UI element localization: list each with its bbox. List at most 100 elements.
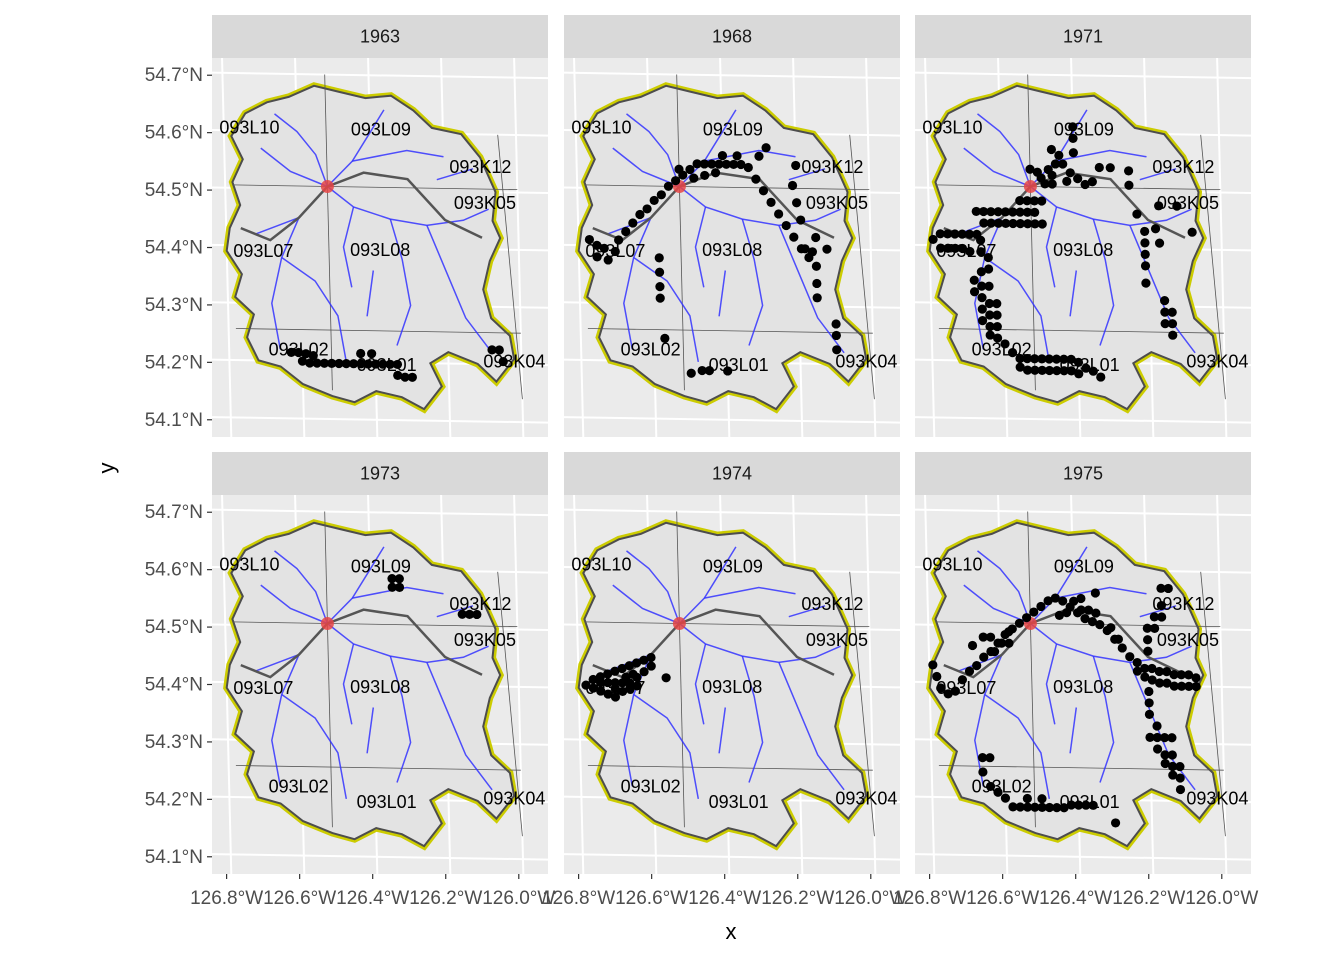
observation-point <box>723 366 733 376</box>
observation-point <box>976 267 986 277</box>
x-tick-label: 126.0°W <box>482 888 555 909</box>
mapsheet-line <box>584 621 870 627</box>
x-tick-label: 126.2°W <box>1112 888 1185 909</box>
map-sheet-label: 093K12 <box>449 594 511 614</box>
observation-point <box>1022 793 1032 804</box>
observation-point <box>1000 339 1010 349</box>
stream-line <box>1029 546 1088 625</box>
facet-strip <box>915 15 1251 58</box>
observation-point <box>796 215 806 225</box>
stream-line <box>1069 270 1078 317</box>
y-tick-label: 54.6°N <box>145 560 203 581</box>
observation-point <box>822 244 832 254</box>
stream-line <box>1069 707 1078 754</box>
watershed-outline <box>577 521 868 848</box>
observation-point <box>370 359 381 369</box>
observation-point <box>1000 207 1011 217</box>
observation-point <box>1168 761 1178 772</box>
observation-point <box>761 143 771 153</box>
facet-strip-label: 1971 <box>1063 27 1103 47</box>
observation-point <box>1140 249 1150 259</box>
observation-point <box>464 609 475 619</box>
stream-line <box>633 693 700 800</box>
observation-point <box>943 689 953 699</box>
observation-point <box>1167 307 1177 317</box>
observation-point <box>400 372 410 382</box>
observation-point <box>625 684 635 694</box>
stream-line <box>352 149 444 162</box>
observation-point <box>646 661 656 671</box>
y-tick-label: 54.1°N <box>145 847 203 868</box>
observation-point <box>655 293 665 303</box>
observation-point <box>1074 369 1084 379</box>
observation-point <box>663 181 674 191</box>
observation-point <box>1029 196 1040 206</box>
observation-point <box>674 164 684 174</box>
station-point <box>672 616 686 630</box>
observation-point <box>985 310 995 320</box>
observation-point <box>588 683 598 693</box>
observation-point <box>985 753 995 763</box>
stream-line <box>678 109 737 188</box>
stream-line <box>436 605 474 618</box>
mapsheet-line <box>587 765 873 771</box>
mapsheet-line <box>497 571 523 837</box>
observation-point <box>1008 218 1018 229</box>
observation-point <box>1068 148 1078 158</box>
observation-point <box>831 319 841 329</box>
observation-point <box>1132 657 1142 668</box>
x-tick-label: 126.4°W <box>1039 888 1112 909</box>
map-sheet-label: 093L10 <box>571 555 631 575</box>
map-sheet-label: 093L07 <box>233 241 293 261</box>
observation-point <box>1175 761 1185 772</box>
observation-point <box>1000 793 1011 803</box>
stream-line <box>984 256 1051 363</box>
observation-point <box>1058 159 1068 169</box>
observation-point <box>394 574 404 584</box>
map-sheet-label: 093L09 <box>351 120 411 140</box>
stream-line <box>984 693 1051 800</box>
observation-point <box>1150 224 1161 234</box>
observation-point <box>1169 670 1179 680</box>
map-sheet-label: 093L02 <box>621 776 681 796</box>
observation-point <box>976 247 986 257</box>
observation-point <box>1154 238 1165 248</box>
observation-point <box>1008 802 1018 812</box>
observation-point <box>936 683 946 693</box>
facet-strip-label: 1963 <box>360 27 400 47</box>
map-sheet-label: 093L10 <box>219 118 279 138</box>
facet-strip-label: 1968 <box>712 27 752 47</box>
y-tick-label: 54.1°N <box>145 410 203 431</box>
stream-line <box>626 113 681 187</box>
observation-point <box>1037 802 1047 812</box>
observation-point <box>472 609 482 620</box>
observation-point <box>812 293 822 303</box>
map-sheet-label: 093K05 <box>1157 193 1219 213</box>
observation-point <box>699 159 710 169</box>
stream-line <box>788 605 826 618</box>
observation-point <box>1015 353 1025 364</box>
observation-point <box>1167 750 1177 760</box>
stream-line <box>1092 218 1115 346</box>
observation-point <box>1022 613 1032 623</box>
observation-point <box>1004 627 1014 637</box>
observation-point <box>618 686 628 697</box>
observation-point <box>1081 800 1091 810</box>
observation-point <box>950 243 960 253</box>
observation-point <box>986 218 996 228</box>
observation-point <box>1037 794 1047 804</box>
stream-line <box>326 546 385 625</box>
observation-point <box>992 310 1002 320</box>
observation-point <box>1022 802 1033 812</box>
observation-point <box>1062 607 1072 618</box>
facet-panel-1968: 1968093L10093L09093K12093K05093L07093L08… <box>564 15 900 437</box>
observation-point <box>646 652 656 663</box>
observation-point <box>1069 596 1079 606</box>
observation-point <box>632 681 642 691</box>
grid-line-lat <box>212 71 548 80</box>
observation-point <box>979 652 989 662</box>
stream-line <box>389 218 412 346</box>
observation-point <box>1143 646 1153 656</box>
